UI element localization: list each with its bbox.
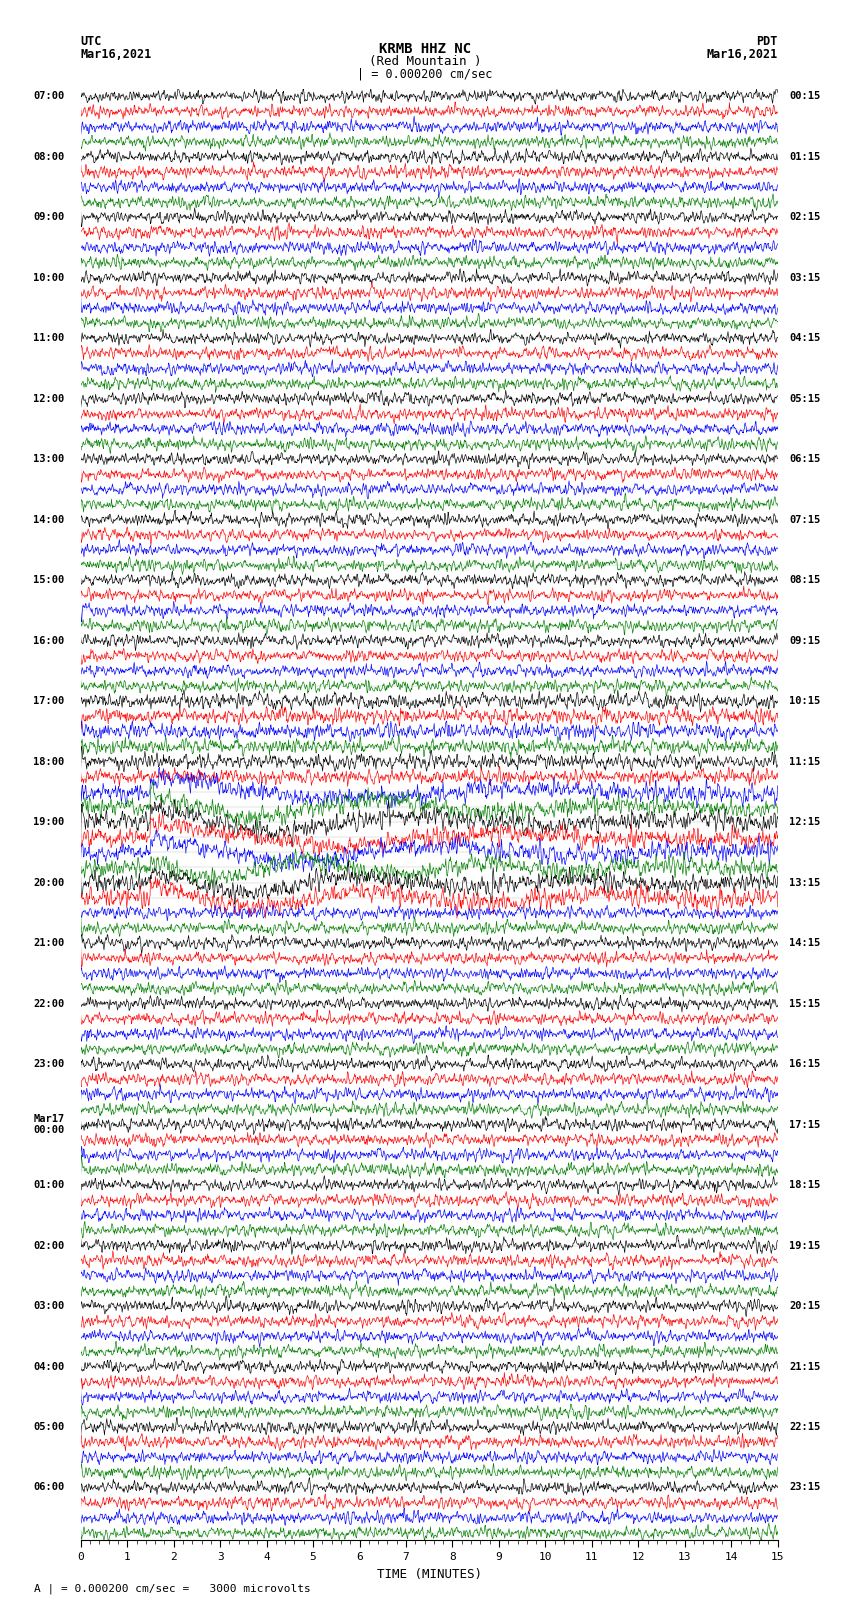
Text: UTC: UTC: [81, 35, 102, 48]
Text: 22:00: 22:00: [33, 998, 65, 1008]
Text: 17:00: 17:00: [33, 697, 65, 706]
Text: 01:15: 01:15: [790, 152, 820, 161]
Text: 19:00: 19:00: [33, 818, 65, 827]
Text: 07:00: 07:00: [33, 92, 65, 102]
Text: 06:00: 06:00: [33, 1482, 65, 1492]
Text: 09:15: 09:15: [790, 636, 820, 645]
Text: KRMB HHZ NC: KRMB HHZ NC: [379, 42, 471, 56]
Text: 04:00: 04:00: [33, 1361, 65, 1371]
Text: 23:15: 23:15: [790, 1482, 820, 1492]
Text: 23:00: 23:00: [33, 1060, 65, 1069]
Text: Mar16,2021: Mar16,2021: [706, 48, 778, 61]
Text: Mar17
00:00: Mar17 00:00: [33, 1113, 65, 1136]
Text: 11:00: 11:00: [33, 334, 65, 344]
Text: 09:00: 09:00: [33, 213, 65, 223]
Text: 13:00: 13:00: [33, 455, 65, 465]
Text: 03:15: 03:15: [790, 273, 820, 282]
Text: 04:15: 04:15: [790, 334, 820, 344]
Text: 06:15: 06:15: [790, 455, 820, 465]
Text: | = 0.000200 cm/sec: | = 0.000200 cm/sec: [357, 68, 493, 81]
Text: 14:15: 14:15: [790, 939, 820, 948]
Text: 02:00: 02:00: [33, 1240, 65, 1250]
Text: 12:00: 12:00: [33, 394, 65, 403]
Text: 15:00: 15:00: [33, 576, 65, 586]
Text: 05:00: 05:00: [33, 1423, 65, 1432]
Text: 22:15: 22:15: [790, 1423, 820, 1432]
Text: A | = 0.000200 cm/sec =   3000 microvolts: A | = 0.000200 cm/sec = 3000 microvolts: [34, 1582, 311, 1594]
Text: 07:15: 07:15: [790, 515, 820, 524]
Text: 16:15: 16:15: [790, 1060, 820, 1069]
Text: 18:00: 18:00: [33, 756, 65, 766]
Text: 14:00: 14:00: [33, 515, 65, 524]
Text: 13:15: 13:15: [790, 877, 820, 887]
Text: 15:15: 15:15: [790, 998, 820, 1008]
Text: Mar16,2021: Mar16,2021: [81, 48, 152, 61]
Text: 00:15: 00:15: [790, 92, 820, 102]
Text: 18:15: 18:15: [790, 1181, 820, 1190]
Text: 10:00: 10:00: [33, 273, 65, 282]
Text: 08:00: 08:00: [33, 152, 65, 161]
Text: 20:00: 20:00: [33, 877, 65, 887]
Text: 10:15: 10:15: [790, 697, 820, 706]
Text: PDT: PDT: [756, 35, 778, 48]
Text: (Red Mountain ): (Red Mountain ): [369, 55, 481, 68]
Text: 19:15: 19:15: [790, 1240, 820, 1250]
Text: 05:15: 05:15: [790, 394, 820, 403]
Text: 21:15: 21:15: [790, 1361, 820, 1371]
Text: 03:00: 03:00: [33, 1302, 65, 1311]
Text: 21:00: 21:00: [33, 939, 65, 948]
X-axis label: TIME (MINUTES): TIME (MINUTES): [377, 1568, 482, 1581]
Text: 08:15: 08:15: [790, 576, 820, 586]
Text: 02:15: 02:15: [790, 213, 820, 223]
Text: 16:00: 16:00: [33, 636, 65, 645]
Text: 20:15: 20:15: [790, 1302, 820, 1311]
Text: 12:15: 12:15: [790, 818, 820, 827]
Text: 11:15: 11:15: [790, 756, 820, 766]
Text: 01:00: 01:00: [33, 1181, 65, 1190]
Text: 17:15: 17:15: [790, 1119, 820, 1129]
